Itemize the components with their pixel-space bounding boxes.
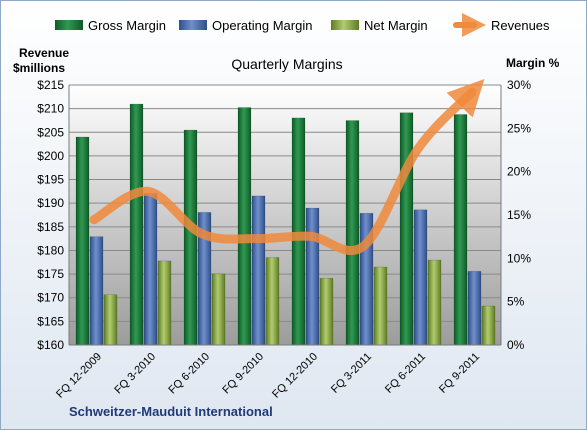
revenue-line-group <box>89 79 485 256</box>
left-tick-label: $200 <box>37 149 64 163</box>
right-tick-label: 5% <box>507 295 525 309</box>
operating-margin-bar <box>413 209 428 346</box>
left-tick-label: $205 <box>37 125 64 139</box>
x-tick-label: FQ 6-2010 <box>166 351 212 397</box>
left-tick-label: $175 <box>37 267 64 281</box>
x-tick-label: FQ 12-2010 <box>270 351 320 401</box>
net-margin-bar <box>373 266 388 346</box>
legend-operating-margin-swatch <box>179 20 207 30</box>
x-tick-labels: FQ 12-2009 FQ 3-2010 FQ 6-2010 FQ 9-2010 FQ … <box>54 351 482 401</box>
right-axis-label: Margin % <box>506 56 560 70</box>
operating-margin-bar <box>305 207 320 346</box>
gross-margin-bar <box>237 107 252 346</box>
left-tick-label: $210 <box>37 102 64 116</box>
bars <box>75 103 496 346</box>
x-tick-label: FQ 9-2010 <box>220 351 266 397</box>
legend-revenues-label: Revenues <box>491 18 550 33</box>
left-tick-label: $160 <box>37 338 64 352</box>
gross-margin-bar <box>399 112 414 346</box>
left-tick-label: $195 <box>37 173 64 187</box>
left-tick-labels: $160 $165 $170 $175 $180 $185 $190 $195 $200 $205… <box>37 78 64 352</box>
legend: Gross Margin Operating Margin Net Margin Re… <box>55 13 550 37</box>
operating-margin-bar <box>251 195 266 346</box>
left-tick-label: $185 <box>37 220 64 234</box>
gross-margin-bar <box>291 117 306 346</box>
gross-margin-bar <box>183 129 198 346</box>
chart-title: Quarterly Margins <box>231 56 342 72</box>
axes <box>68 85 502 346</box>
net-margin-bar <box>319 278 334 346</box>
right-tick-label: 25% <box>507 121 531 135</box>
net-margin-bar <box>481 305 496 346</box>
net-margin-bar <box>211 273 226 346</box>
operating-margin-bar <box>143 193 158 346</box>
x-tick-label: FQ 6-2011 <box>383 351 428 396</box>
revenue-line <box>89 79 485 256</box>
gross-margin-bar <box>75 136 90 346</box>
right-tick-label: 0% <box>507 338 525 352</box>
left-tick-label: $215 <box>37 78 64 92</box>
net-margin-bar <box>265 257 280 346</box>
legend-net-margin-label: Net Margin <box>364 18 428 33</box>
x-tick-label: FQ 9-2011 <box>437 351 482 396</box>
right-tick-label: 15% <box>507 208 531 222</box>
legend-operating-margin-label: Operating Margin <box>212 18 312 33</box>
legend-gross-margin-label: Gross Margin <box>88 18 166 33</box>
operating-margin-bar <box>467 271 482 346</box>
legend-net-margin-swatch <box>331 20 359 30</box>
net-margin-bar <box>157 260 172 346</box>
left-tick-label: $190 <box>37 196 64 210</box>
x-tick-label: FQ 3-2011 <box>329 351 374 396</box>
left-tick-label: $165 <box>37 314 64 328</box>
footer-company-name: Schweitzer-Mauduit International <box>69 404 273 419</box>
left-tick-label: $170 <box>37 291 64 305</box>
left-axis-label-line2: $millions <box>13 61 65 75</box>
legend-gross-margin-swatch <box>55 20 83 30</box>
net-margin-bar <box>427 259 442 346</box>
operating-margin-bar <box>89 236 104 346</box>
right-tick-labels: 0% 5% 10% 15% 20% 25% 30% <box>507 78 531 352</box>
gross-margin-bar <box>453 114 468 346</box>
x-tick-label: FQ 12-2009 <box>54 351 104 401</box>
net-margin-bar <box>103 294 118 346</box>
left-tick-label: $180 <box>37 243 64 257</box>
gross-margin-bar <box>129 103 144 346</box>
right-tick-label: 10% <box>507 251 531 265</box>
left-axis-label-line1: Revenue <box>19 46 69 60</box>
gross-margin-bar <box>345 120 360 346</box>
right-tick-label: 20% <box>507 165 531 179</box>
right-tick-label: 30% <box>507 78 531 92</box>
x-tick-label: FQ 3-2010 <box>112 351 158 397</box>
